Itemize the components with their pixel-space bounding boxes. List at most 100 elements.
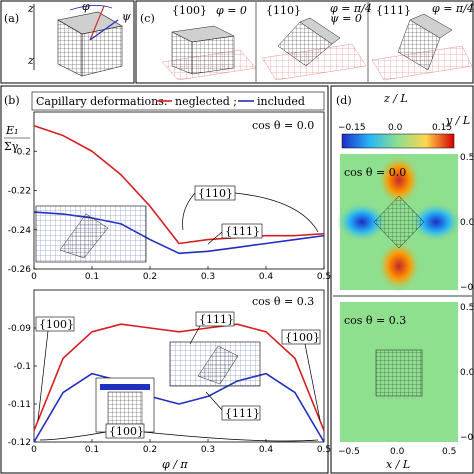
top-map-petal-e <box>410 202 462 242</box>
panel-a: (a) z z φ ψ <box>0 0 135 84</box>
d-top-ytick-1: 0.5 <box>460 153 474 163</box>
bottom-xtick-label: 0.3 <box>201 445 215 455</box>
top-ytick-label: -0.26 <box>8 265 32 275</box>
annot-110-arrow-right <box>234 192 319 233</box>
top-xtick-label: 0.2 <box>143 272 157 282</box>
d-xtick-1: −0.5 <box>338 447 360 457</box>
bottom-xtick-label: 0.5 <box>317 445 331 455</box>
bottom-xtick-label: 0.4 <box>259 445 274 455</box>
d-bottom-ytick-3: −0.5 <box>460 433 474 443</box>
inset-110-angle1: φ = π/4 <box>330 2 372 15</box>
top-inset-mesh <box>35 205 147 263</box>
ylabel-numerator: E₁ <box>5 124 18 137</box>
z-axis-label-lower: z <box>27 54 34 67</box>
top-xtick-label: 0 <box>31 272 37 282</box>
top-cos-label: cos θ = 0.0 <box>252 119 314 132</box>
inset-110-angle2: ψ = 0 <box>330 12 362 25</box>
panel-b-border <box>0 85 329 474</box>
panel-b-letter: (b) <box>4 94 20 107</box>
annot-111-b1-arrow <box>189 325 201 345</box>
top-ytick-label: -0.22 <box>8 187 31 197</box>
bottom-ytick-label: -0.09 <box>8 324 32 334</box>
annot-100-bottom-arrow-right <box>143 431 319 442</box>
annot-100-bottom-arrow-left <box>39 431 107 441</box>
cbar-tick-max: 0.15 <box>432 123 452 133</box>
inset-100-angle: φ = 0 <box>216 4 247 17</box>
cbar-tick-min: −0.15 <box>338 123 366 133</box>
legend-box <box>31 91 325 111</box>
annot-100-left-arrow <box>37 330 49 421</box>
inset-111: {111} φ = π/4 <box>371 2 474 81</box>
panel-c: (c) {100} φ = 0 {110} φ = π/4 ψ = 0 {111… <box>135 0 474 84</box>
annot-111-top: {111} <box>225 225 260 238</box>
top-series-neglected <box>33 124 325 245</box>
d-top-ytick-2: 0.0 <box>460 218 474 228</box>
top-map-petal-n <box>377 154 421 206</box>
annot-111-b2-box <box>221 405 261 421</box>
annot-100-bottom-box <box>105 423 145 439</box>
annot-100-right: {100} <box>285 331 320 344</box>
d-top-ytick-3: −0.5 <box>460 283 474 293</box>
top-map-petal-w <box>336 202 388 242</box>
inset-100: {100} φ = 0 <box>161 4 257 81</box>
bottom-cos-label: cos θ = 0.3 <box>252 295 314 308</box>
bottom-inset-100-cube <box>107 391 143 425</box>
panel-b: (b) Capillary deformations: neglected ; … <box>0 85 331 474</box>
d-bottom-ytick-1: 0.5 <box>460 303 474 313</box>
top-map-cube <box>373 195 425 249</box>
legend-prefix: Capillary deformations: <box>36 95 168 108</box>
bottom-series-included <box>33 372 325 443</box>
bottom-chart-ticks: 0 0.1 0.2 0.3 0.4 0.5 -0.09 -0.1 -0.11 -0.12 <box>8 324 331 455</box>
inset-111-angle: φ = π/4 <box>432 2 474 15</box>
top-ytick-label: -0.24 <box>8 226 32 236</box>
inset-111-miller: {111} <box>376 4 411 17</box>
bottom-ytick-label: -0.12 <box>8 438 31 448</box>
annot-111-b2: {111} <box>225 407 260 420</box>
top-chart-ticks: 0 0.1 0.2 0.3 0.4 0.5 -0.2 -0.22 -0.24 -0.26 <box>8 147 331 282</box>
inset-110-cube-edge <box>299 17 341 45</box>
d-xtick-2: 0.0 <box>390 447 405 457</box>
blue-arrow <box>89 19 119 41</box>
top-map-petal-s <box>377 240 421 292</box>
ylabel-denominator: Σγ <box>4 140 19 153</box>
cube-right-face <box>81 25 123 77</box>
top-xtick-label: 0.5 <box>317 272 331 282</box>
inset-111-cube-top <box>409 13 453 39</box>
cbar-tick-mid: 0.0 <box>388 123 403 133</box>
bottom-xtick-label: 0.2 <box>143 445 157 455</box>
annot-100-right-box <box>281 329 321 345</box>
annot-111-b1-box <box>195 311 235 327</box>
annot-100-right-arrow <box>304 343 321 421</box>
red-arrow <box>89 5 105 41</box>
colorbar <box>341 133 455 149</box>
top-ytick-label: -0.2 <box>13 147 31 157</box>
d-xtick-3: 0.5 <box>442 447 456 457</box>
bottom-inset-111-cube <box>197 345 239 385</box>
bottom-inset-100 <box>95 377 155 433</box>
z-axis-label: z <box>27 2 34 15</box>
panel-d-border <box>330 85 474 474</box>
panel-d: (d) z / L −0.15 0.0 0.15 y / L cos θ = 0… <box>330 85 474 474</box>
legend-neglected-label: neglected ; <box>175 95 237 108</box>
bottom-ytick-label: -0.1 <box>13 362 31 372</box>
d-bottom-cos: cos θ = 0.3 <box>344 314 406 327</box>
psi-label: ψ <box>122 10 131 23</box>
annot-100-left-box <box>35 316 75 332</box>
top-xtick-label: 0.1 <box>85 272 99 282</box>
legend-included-label: included <box>257 95 305 108</box>
annot-111-b2-arrow <box>205 391 223 411</box>
bottom-inset-111 <box>169 341 261 387</box>
panel-c-letter: (c) <box>140 12 155 25</box>
annot-111-b1: {111} <box>199 313 234 326</box>
z-over-l: z / L <box>383 92 408 105</box>
x-over-l: x / L <box>386 458 410 471</box>
bottom-series-neglected <box>33 323 325 431</box>
bottom-map-cube <box>375 349 423 397</box>
phi-label: φ <box>82 0 90 13</box>
inset-110-miller: {110} <box>266 4 301 17</box>
panel-a-letter: (a) <box>4 12 19 25</box>
inset-100-miller: {100} <box>172 4 207 17</box>
inset-100-cube-right <box>191 35 235 75</box>
panel-d-letter: (d) <box>336 94 352 107</box>
